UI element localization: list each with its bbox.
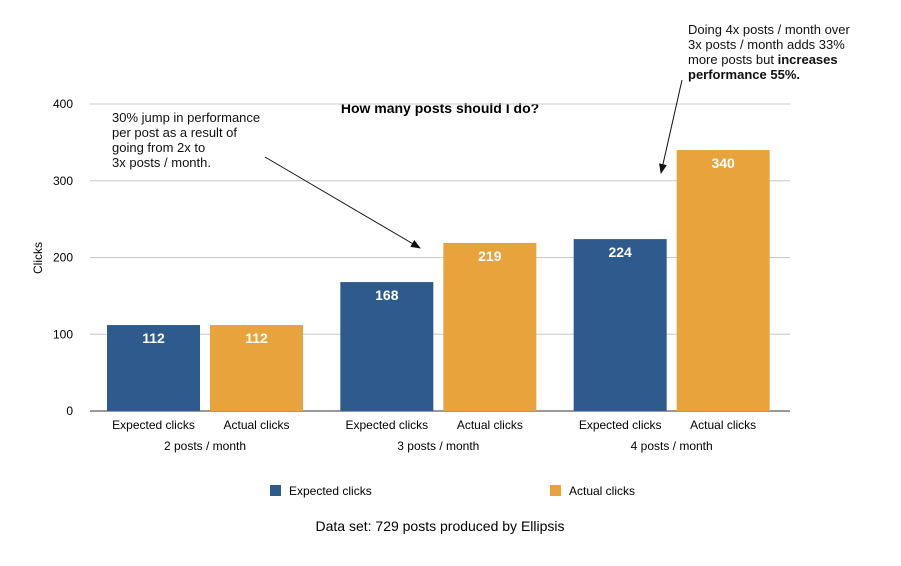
annotation-arrow-2 xyxy=(659,79,683,174)
bar xyxy=(210,325,303,411)
y-tick-label: 400 xyxy=(53,97,73,111)
y-tick-label: 0 xyxy=(66,404,73,418)
annotation-1-line: per post as a result of xyxy=(112,125,238,140)
legend-swatch xyxy=(270,485,281,496)
annotation-arrow-1 xyxy=(264,156,421,249)
chart-title: How many posts should I do? xyxy=(341,100,539,116)
y-tick-label: 200 xyxy=(53,251,73,265)
group-label: 4 posts / month xyxy=(631,439,713,453)
bar xyxy=(676,150,770,412)
x-tick-label: Expected clicks xyxy=(579,418,662,432)
annotation-1: 30% jump in performance per post as a re… xyxy=(112,110,260,170)
annotation-2: Doing 4x posts / month over 3x posts / m… xyxy=(688,22,850,82)
annotation-1-line: 3x posts / month. xyxy=(112,155,211,170)
x-tick-label: Actual clicks xyxy=(690,418,756,432)
annotation-1-line: 30% jump in performance xyxy=(112,110,261,125)
legend-label: Expected clicks xyxy=(289,484,372,498)
bar xyxy=(340,282,434,411)
y-tick-label: 300 xyxy=(53,174,73,188)
annotation-2-line: more posts but xyxy=(688,52,774,67)
footer-note: Data set: 729 posts produced by Ellipsis xyxy=(315,518,564,534)
annotation-2-line: Doing 4x posts / month over xyxy=(688,22,850,37)
bar-value-label: 112 xyxy=(142,330,165,346)
y-axis-label: Clicks xyxy=(31,242,45,274)
annotation-1-line: going from 2x to xyxy=(112,140,206,155)
group-label: 3 posts / month xyxy=(397,439,479,453)
annotation-2-bold: increases xyxy=(777,52,838,67)
x-tick-label: Actual clicks xyxy=(457,418,523,432)
bar-value-label: 340 xyxy=(711,155,735,171)
y-tick-label: 100 xyxy=(53,327,73,341)
x-tick-label: Actual clicks xyxy=(223,418,289,432)
bar-value-label: 224 xyxy=(608,244,632,260)
legend-label: Actual clicks xyxy=(569,484,635,498)
group-label: 2 posts / month xyxy=(164,439,246,453)
annotation-2-bold: performance 55%. xyxy=(688,67,800,82)
annotation-2-line: 3x posts / month adds 33% xyxy=(688,37,845,52)
x-tick-label: Expected clicks xyxy=(112,418,195,432)
bar xyxy=(573,239,667,411)
x-tick-label: Expected clicks xyxy=(345,418,428,432)
bar xyxy=(107,325,200,411)
legend-swatch xyxy=(550,485,561,496)
bar-value-label: 219 xyxy=(478,248,502,264)
bar-value-label: 112 xyxy=(245,330,268,346)
bar xyxy=(443,242,537,411)
bar-value-label: 168 xyxy=(375,287,399,303)
